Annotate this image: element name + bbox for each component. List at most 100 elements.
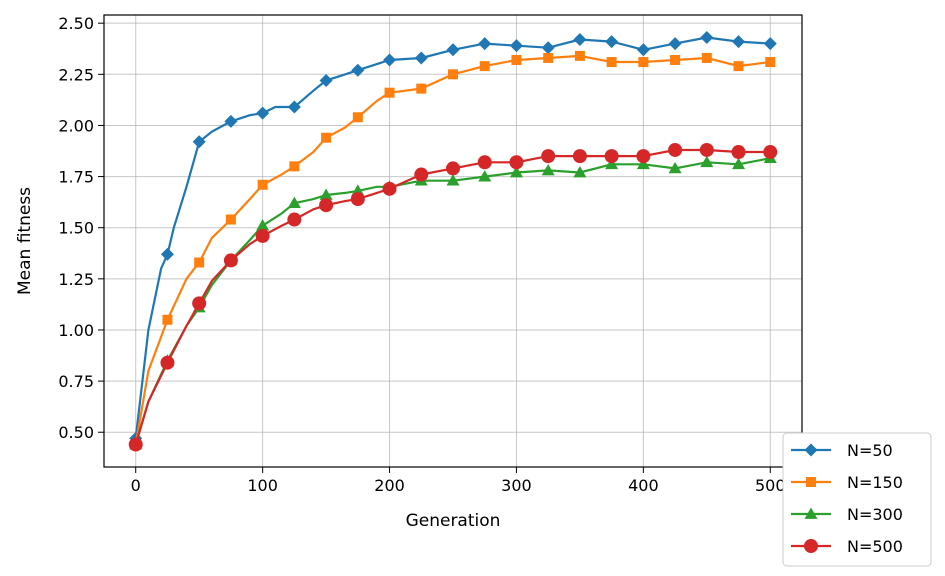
data-point-marker	[606, 57, 617, 68]
series-line	[134, 36, 771, 439]
data-point-marker	[446, 161, 460, 176]
data-point-marker	[256, 106, 270, 120]
legend-label: N=500	[847, 537, 903, 556]
data-point-marker	[162, 314, 173, 325]
series-layer	[128, 30, 778, 452]
data-point-marker	[636, 43, 650, 57]
data-point-marker	[733, 61, 744, 72]
data-point-marker	[383, 53, 397, 67]
plot-area-frame	[103, 14, 803, 468]
series-line	[134, 148, 771, 445]
y-tick-label: 1.00	[58, 321, 94, 340]
data-point-marker	[448, 69, 458, 80]
data-point-marker	[636, 157, 650, 170]
data-point-marker	[382, 181, 397, 196]
data-point-marker	[701, 52, 712, 63]
data-point-marker	[287, 196, 301, 209]
axis-ticks: 0 100 200 300 400 500 0.50 0.75 1.00 1.25 1.50 1.75…	[58, 14, 785, 495]
y-axis-label: Mean fitness	[15, 187, 35, 295]
data-point-marker	[319, 73, 333, 87]
legend-marker	[804, 443, 818, 457]
legend-item: N=500	[791, 537, 903, 556]
data-point-marker	[636, 149, 651, 164]
data-point-marker	[605, 35, 619, 49]
x-tick-label: 100	[247, 476, 278, 495]
data-point-marker	[384, 87, 395, 98]
legend: N=50 N=150 N=300 N=500	[782, 432, 932, 567]
legend-item: N=150	[791, 473, 903, 492]
data-point-marker	[732, 157, 746, 170]
data-point-marker	[321, 132, 332, 143]
legend-label: N=300	[847, 505, 903, 524]
data-point-marker	[478, 37, 492, 51]
data-point-marker	[541, 163, 555, 176]
data-point-marker	[573, 33, 587, 47]
data-point-marker	[257, 179, 268, 190]
y-tick-label: 1.25	[58, 270, 94, 289]
data-point-marker	[573, 165, 587, 178]
data-point-marker	[224, 114, 238, 128]
data-point-marker	[732, 35, 746, 49]
data-point-marker	[414, 51, 428, 65]
y-tick-label: 2.50	[58, 14, 94, 33]
data-point-marker	[574, 50, 585, 61]
legend-marker	[806, 477, 816, 487]
y-tick-label: 1.75	[58, 168, 94, 187]
x-tick-label: 200	[374, 476, 405, 495]
series-line	[134, 157, 771, 445]
data-point-marker	[638, 57, 649, 68]
data-point-marker	[511, 54, 522, 65]
data-point-marker	[194, 257, 205, 268]
y-tick-label: 0.50	[58, 423, 94, 442]
data-point-marker	[668, 37, 682, 51]
series-n-500	[128, 142, 778, 452]
data-point-marker	[446, 43, 460, 57]
data-point-marker	[192, 296, 207, 311]
data-point-marker	[446, 174, 460, 186]
series-n-50	[129, 30, 777, 445]
data-point-marker	[319, 198, 334, 213]
data-point-marker	[416, 83, 427, 94]
data-point-marker	[572, 149, 587, 164]
legend-item: N=50	[791, 441, 893, 460]
data-point-marker	[350, 192, 365, 207]
data-point-marker	[319, 188, 333, 200]
legend-marker	[804, 539, 818, 553]
x-tick-label: 0	[131, 476, 141, 495]
data-point-marker	[477, 155, 492, 170]
series-n-150	[130, 50, 776, 450]
data-point-marker	[700, 30, 714, 44]
legend-label: N=50	[847, 441, 893, 460]
data-point-marker	[414, 167, 429, 182]
data-point-marker	[192, 135, 206, 149]
legend-marker	[804, 507, 818, 519]
y-tick-label: 0.75	[58, 372, 94, 391]
legend-item: N=300	[791, 505, 903, 524]
data-point-marker	[128, 437, 143, 452]
data-point-marker	[351, 63, 365, 77]
data-point-marker	[699, 142, 714, 157]
data-point-marker	[731, 145, 746, 160]
data-point-marker	[509, 155, 524, 170]
data-point-marker	[256, 219, 270, 231]
x-tick-label: 300	[501, 476, 532, 495]
data-point-marker	[541, 149, 556, 164]
data-point-marker	[479, 61, 490, 72]
data-point-marker	[225, 214, 236, 225]
data-point-marker	[541, 41, 555, 55]
data-point-marker	[509, 39, 523, 53]
data-point-marker	[289, 161, 300, 172]
data-point-marker	[668, 142, 683, 157]
grid	[104, 15, 802, 467]
data-point-marker	[765, 57, 776, 68]
data-point-marker	[604, 149, 619, 164]
data-point-marker	[352, 112, 363, 123]
y-tick-label: 2.25	[58, 65, 94, 84]
data-point-marker	[478, 170, 492, 182]
data-point-marker	[160, 355, 175, 370]
legend-label: N=150	[847, 473, 903, 492]
x-axis-label: Generation	[406, 511, 501, 531]
y-tick-label: 1.50	[58, 219, 94, 238]
series-n-300	[129, 151, 777, 450]
